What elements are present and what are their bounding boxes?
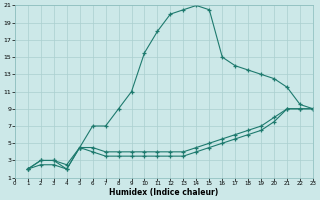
X-axis label: Humidex (Indice chaleur): Humidex (Indice chaleur): [109, 188, 219, 197]
